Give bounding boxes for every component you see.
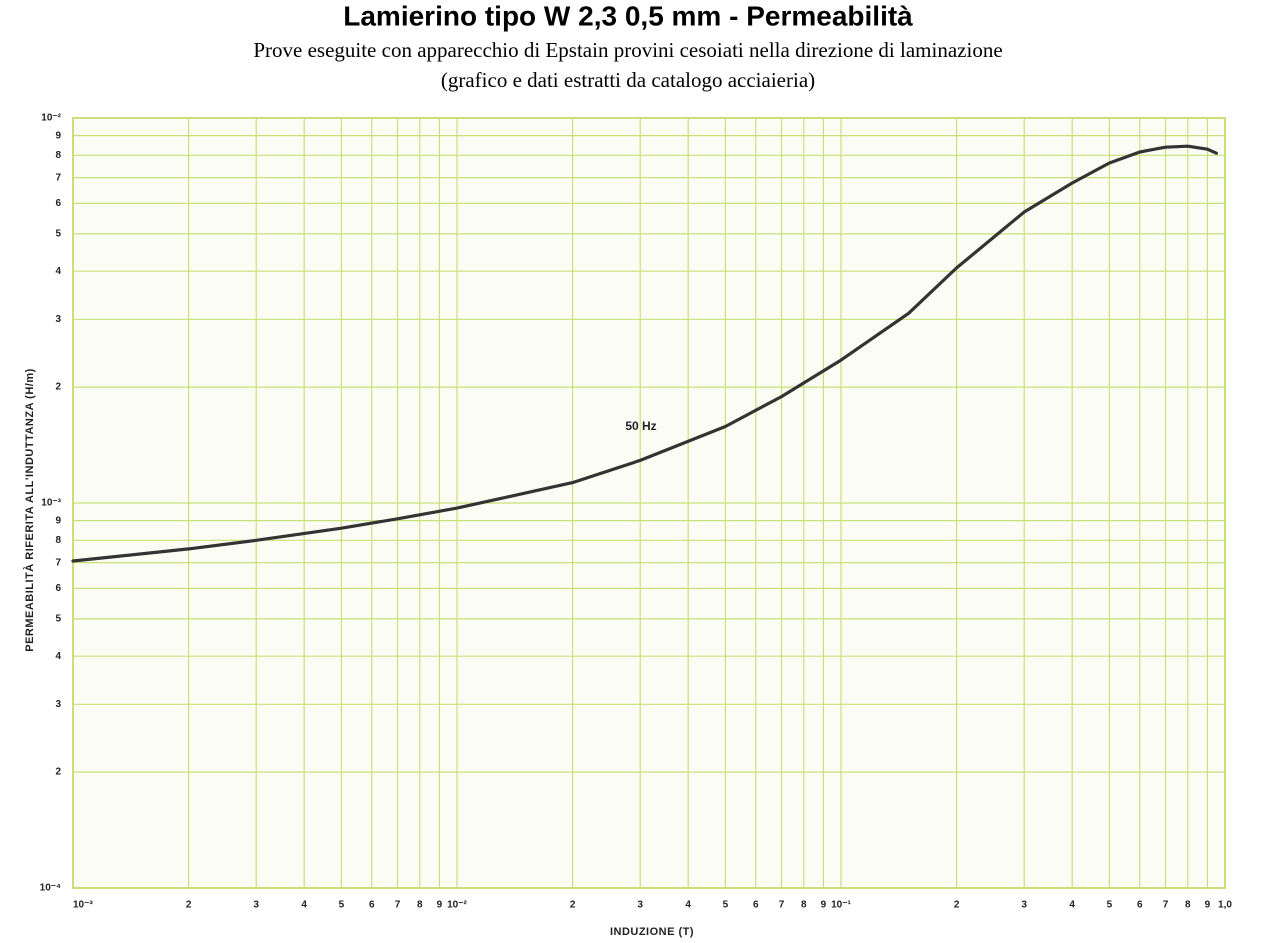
x-tick-label: 4 — [1069, 900, 1075, 911]
y-tick-label: 10⁻³ — [41, 498, 61, 509]
x-tick-label: 3 — [1021, 900, 1027, 911]
x-tick-label: 8 — [417, 900, 423, 911]
annotation: 50 Hz — [625, 419, 656, 433]
y-tick-label: 3 — [55, 699, 61, 710]
x-tick-label: 8 — [801, 900, 807, 911]
y-tick-label: 8 — [55, 535, 61, 546]
y-tick-label: 9 — [55, 515, 61, 526]
x-tick-label: 9 — [821, 900, 827, 911]
x-tick-label: 7 — [1163, 900, 1169, 911]
x-tick-label: 5 — [723, 900, 729, 911]
y-tick-label: 9 — [55, 130, 61, 141]
x-tick-label: 5 — [1107, 900, 1113, 911]
x-tick-label: 2 — [186, 900, 192, 911]
x-tick-label: 6 — [753, 900, 759, 911]
x-tick-label: 6 — [1137, 900, 1143, 911]
y-tick-label: 10⁻⁴ — [40, 883, 61, 894]
y-tick-label: 2 — [55, 382, 61, 393]
x-tick-label: 4 — [301, 900, 307, 911]
x-tick-label: 10⁻³ — [73, 900, 93, 911]
x-tick-label: 7 — [395, 900, 401, 911]
y-tick-label: 7 — [55, 172, 61, 183]
x-axis-label: INDUZIONE (T) — [610, 926, 694, 938]
y-tick-label: 10⁻² — [41, 113, 61, 124]
x-tick-label: 7 — [779, 900, 785, 911]
x-tick-label: 3 — [637, 900, 643, 911]
x-tick-label: 10⁻² — [447, 900, 467, 911]
y-tick-label: 6 — [55, 198, 61, 209]
y-tick-label: 7 — [55, 557, 61, 568]
y-tick-label: 2 — [55, 767, 61, 778]
y-tick-label: 4 — [55, 651, 61, 662]
chart-title: Lamierino tipo W 2,3 0,5 mm - Permeabili… — [343, 0, 913, 31]
y-tick-label: 5 — [55, 614, 61, 625]
x-tick-label: 6 — [369, 900, 375, 911]
x-tick-label: 10⁻¹ — [831, 900, 851, 911]
y-tick-label: 5 — [55, 229, 61, 240]
x-tick-label: 2 — [954, 900, 960, 911]
x-tick-label: 4 — [685, 900, 691, 911]
y-tick-label: 6 — [55, 583, 61, 594]
x-tick-label: 9 — [1205, 900, 1211, 911]
y-tick-label: 3 — [55, 314, 61, 325]
y-tick-label: 4 — [55, 266, 61, 277]
data-line — [71, 144, 1218, 563]
x-tick-label: 8 — [1185, 900, 1191, 911]
y-axis-label: PERMEABILITÀ RIFERITA ALL'INDUTTANZA (H/… — [23, 368, 36, 652]
y-tick-label: 8 — [55, 150, 61, 161]
x-tick-label: 3 — [253, 900, 259, 911]
chart-subtitle: (grafico e dati estratti da catalogo acc… — [441, 68, 815, 92]
x-tick-label: 5 — [339, 900, 345, 911]
x-tick-label: 2 — [570, 900, 576, 911]
x-tick-label: 9 — [437, 900, 443, 911]
chart-subtitle: Prove eseguite con apparecchio di Epstai… — [253, 38, 1002, 62]
x-tick-label: 1,0 — [1218, 900, 1232, 911]
